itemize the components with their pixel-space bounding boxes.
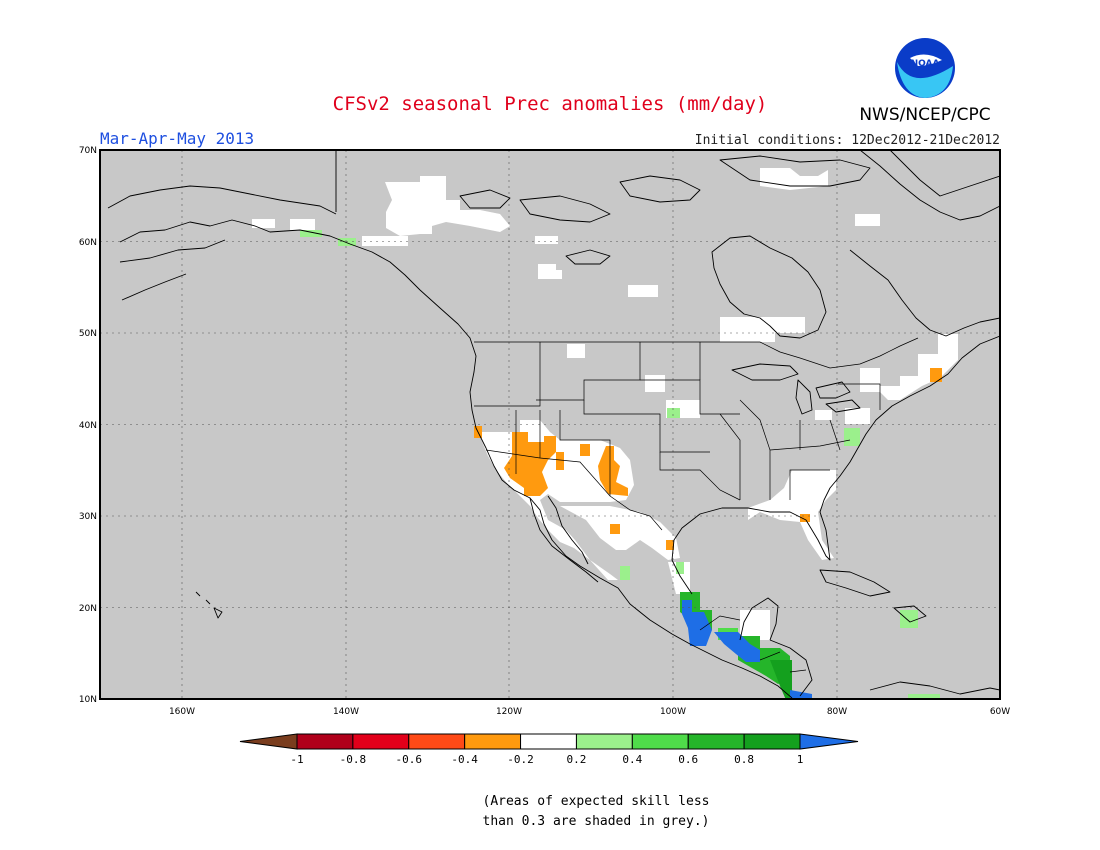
noaa-logo-text: NOAA (911, 59, 940, 69)
colorbar-tick-label: 0.8 (734, 753, 754, 766)
colorbar: -1 -0.8 -0.6 -0.4 -0.2 0.2 0.4 0.6 0.8 1 (239, 733, 859, 766)
latitude-axis: 70N 60N 50N 40N 30N 20N 10N (79, 146, 97, 705)
lat-tick-label: 50N (79, 329, 97, 339)
graticule (100, 150, 1000, 699)
colorbar-bin (296, 733, 354, 750)
lon-tick-label: 160W (169, 707, 195, 717)
longitude-axis: 160W 140W 120W 100W 80W 60W (169, 707, 1010, 717)
lat-tick-label: 30N (79, 512, 97, 522)
skill-note-line-2: than 0.3 are shaded in grey.) (483, 814, 710, 829)
colorbar-tick-label: -0.2 (507, 753, 534, 766)
lon-tick-label: 140W (333, 707, 359, 717)
colorbar-tick-label: 1 (797, 753, 804, 766)
colorbar-tick-label: -0.6 (396, 753, 423, 766)
lon-tick-label: 120W (496, 707, 522, 717)
colorbar-bin (520, 733, 577, 750)
skill-note-line-1: (Areas of expected skill less (483, 794, 710, 809)
anomaly-positive (300, 230, 940, 699)
lat-tick-label: 20N (79, 604, 97, 614)
colorbar-above-arrow (799, 733, 859, 750)
colorbar-bin (687, 733, 745, 750)
lat-tick-label: 10N (79, 695, 97, 705)
map-frame (99, 149, 1001, 700)
colorbar-bin (575, 733, 633, 750)
coastlines (107, 150, 1000, 699)
lon-tick-label: 100W (660, 707, 686, 717)
colorbar-bin (464, 733, 522, 750)
lon-tick-label: 80W (827, 707, 847, 717)
lon-tick-label: 60W (990, 707, 1010, 717)
lat-tick-label: 70N (79, 146, 97, 156)
lat-tick-label: 60N (79, 238, 97, 248)
colorbar-tick-label: 0.4 (622, 753, 642, 766)
initial-conditions-label: Initial conditions: 12Dec2012-21Dec2012 (695, 133, 1000, 148)
colorbar-tick-label: -0.8 (340, 753, 367, 766)
anomaly-negative (474, 368, 942, 550)
map-title: CFSv2 seasonal Prec anomalies (mm/day) (333, 93, 768, 115)
season-label: Mar-Apr-May 2013 (100, 129, 254, 148)
colorbar-below-arrow (239, 733, 298, 750)
colorbar-bin (352, 733, 410, 750)
lat-tick-label: 40N (79, 421, 97, 431)
colorbar-bin (743, 733, 801, 750)
political-borders (474, 337, 919, 673)
colorbar-tick-label: 0.2 (567, 753, 587, 766)
map-panel (99, 149, 1001, 700)
colorbar-tick-label: 0.6 (678, 753, 698, 766)
agency-label: NWS/NCEP/CPC (859, 105, 990, 125)
colorbar-bin (631, 733, 689, 750)
colorbar-tick-label: -1 (290, 753, 303, 766)
colorbar-tick-label: -0.4 (451, 753, 478, 766)
colorbar-bin (408, 733, 466, 750)
noaa-logo: NOAA (895, 38, 955, 98)
